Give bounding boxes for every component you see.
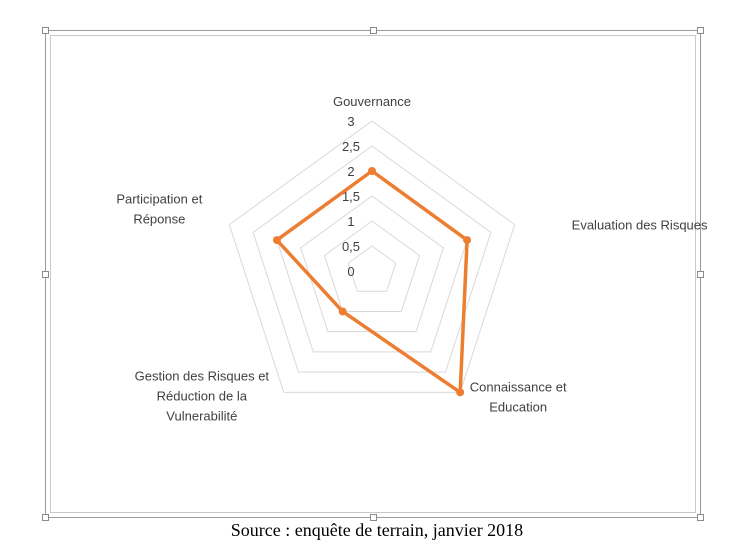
- data-point: [368, 167, 376, 175]
- category-label: Evaluation des Risques: [572, 218, 708, 233]
- resize-handle-bottom-right[interactable]: [697, 514, 704, 521]
- radial-tick-label: 3: [347, 114, 354, 129]
- radial-tick-label: 0: [347, 264, 354, 279]
- category-label: Participation et: [116, 192, 202, 207]
- grid-ring-5: [252, 145, 492, 373]
- data-point: [272, 236, 281, 245]
- resize-handle-top[interactable]: [370, 27, 377, 34]
- category-label: Réduction de la: [157, 388, 248, 403]
- figure-caption: Source : enquête de terrain, janvier 201…: [230, 520, 524, 540]
- category-label: Gouvernance: [333, 94, 411, 109]
- data-point: [456, 388, 465, 397]
- resize-handle-bottom[interactable]: [370, 514, 377, 521]
- series-line: [275, 169, 469, 395]
- radial-tick-label: 1: [347, 214, 354, 229]
- data-point: [338, 307, 347, 316]
- resize-handle-right[interactable]: [697, 271, 704, 278]
- radial-tick-label: 1,5: [342, 189, 360, 204]
- chart-frame[interactable]: [42, 27, 704, 521]
- resize-handle-top-left[interactable]: [42, 27, 49, 34]
- radial-tick-label: 2: [347, 164, 354, 179]
- radial-tick-label: 2,5: [342, 139, 360, 154]
- category-label: Gestion des Risques et: [135, 368, 270, 383]
- resize-handle-left[interactable]: [42, 271, 49, 278]
- chart-plot-area: [50, 35, 696, 513]
- grid-ring-2: [323, 220, 421, 312]
- category-label: Education: [489, 399, 547, 414]
- data-point: [463, 236, 472, 245]
- grid-ring-1: [347, 245, 397, 292]
- grid-ring-6: [228, 120, 516, 393]
- radial-tick-label: 0,5: [342, 239, 360, 254]
- category-label: Vulnerabilité: [166, 408, 237, 423]
- category-label: Réponse: [133, 212, 185, 227]
- category-label: Connaissance et: [470, 379, 567, 394]
- resize-handle-bottom-left[interactable]: [42, 514, 49, 521]
- resize-handle-top-right[interactable]: [697, 27, 704, 34]
